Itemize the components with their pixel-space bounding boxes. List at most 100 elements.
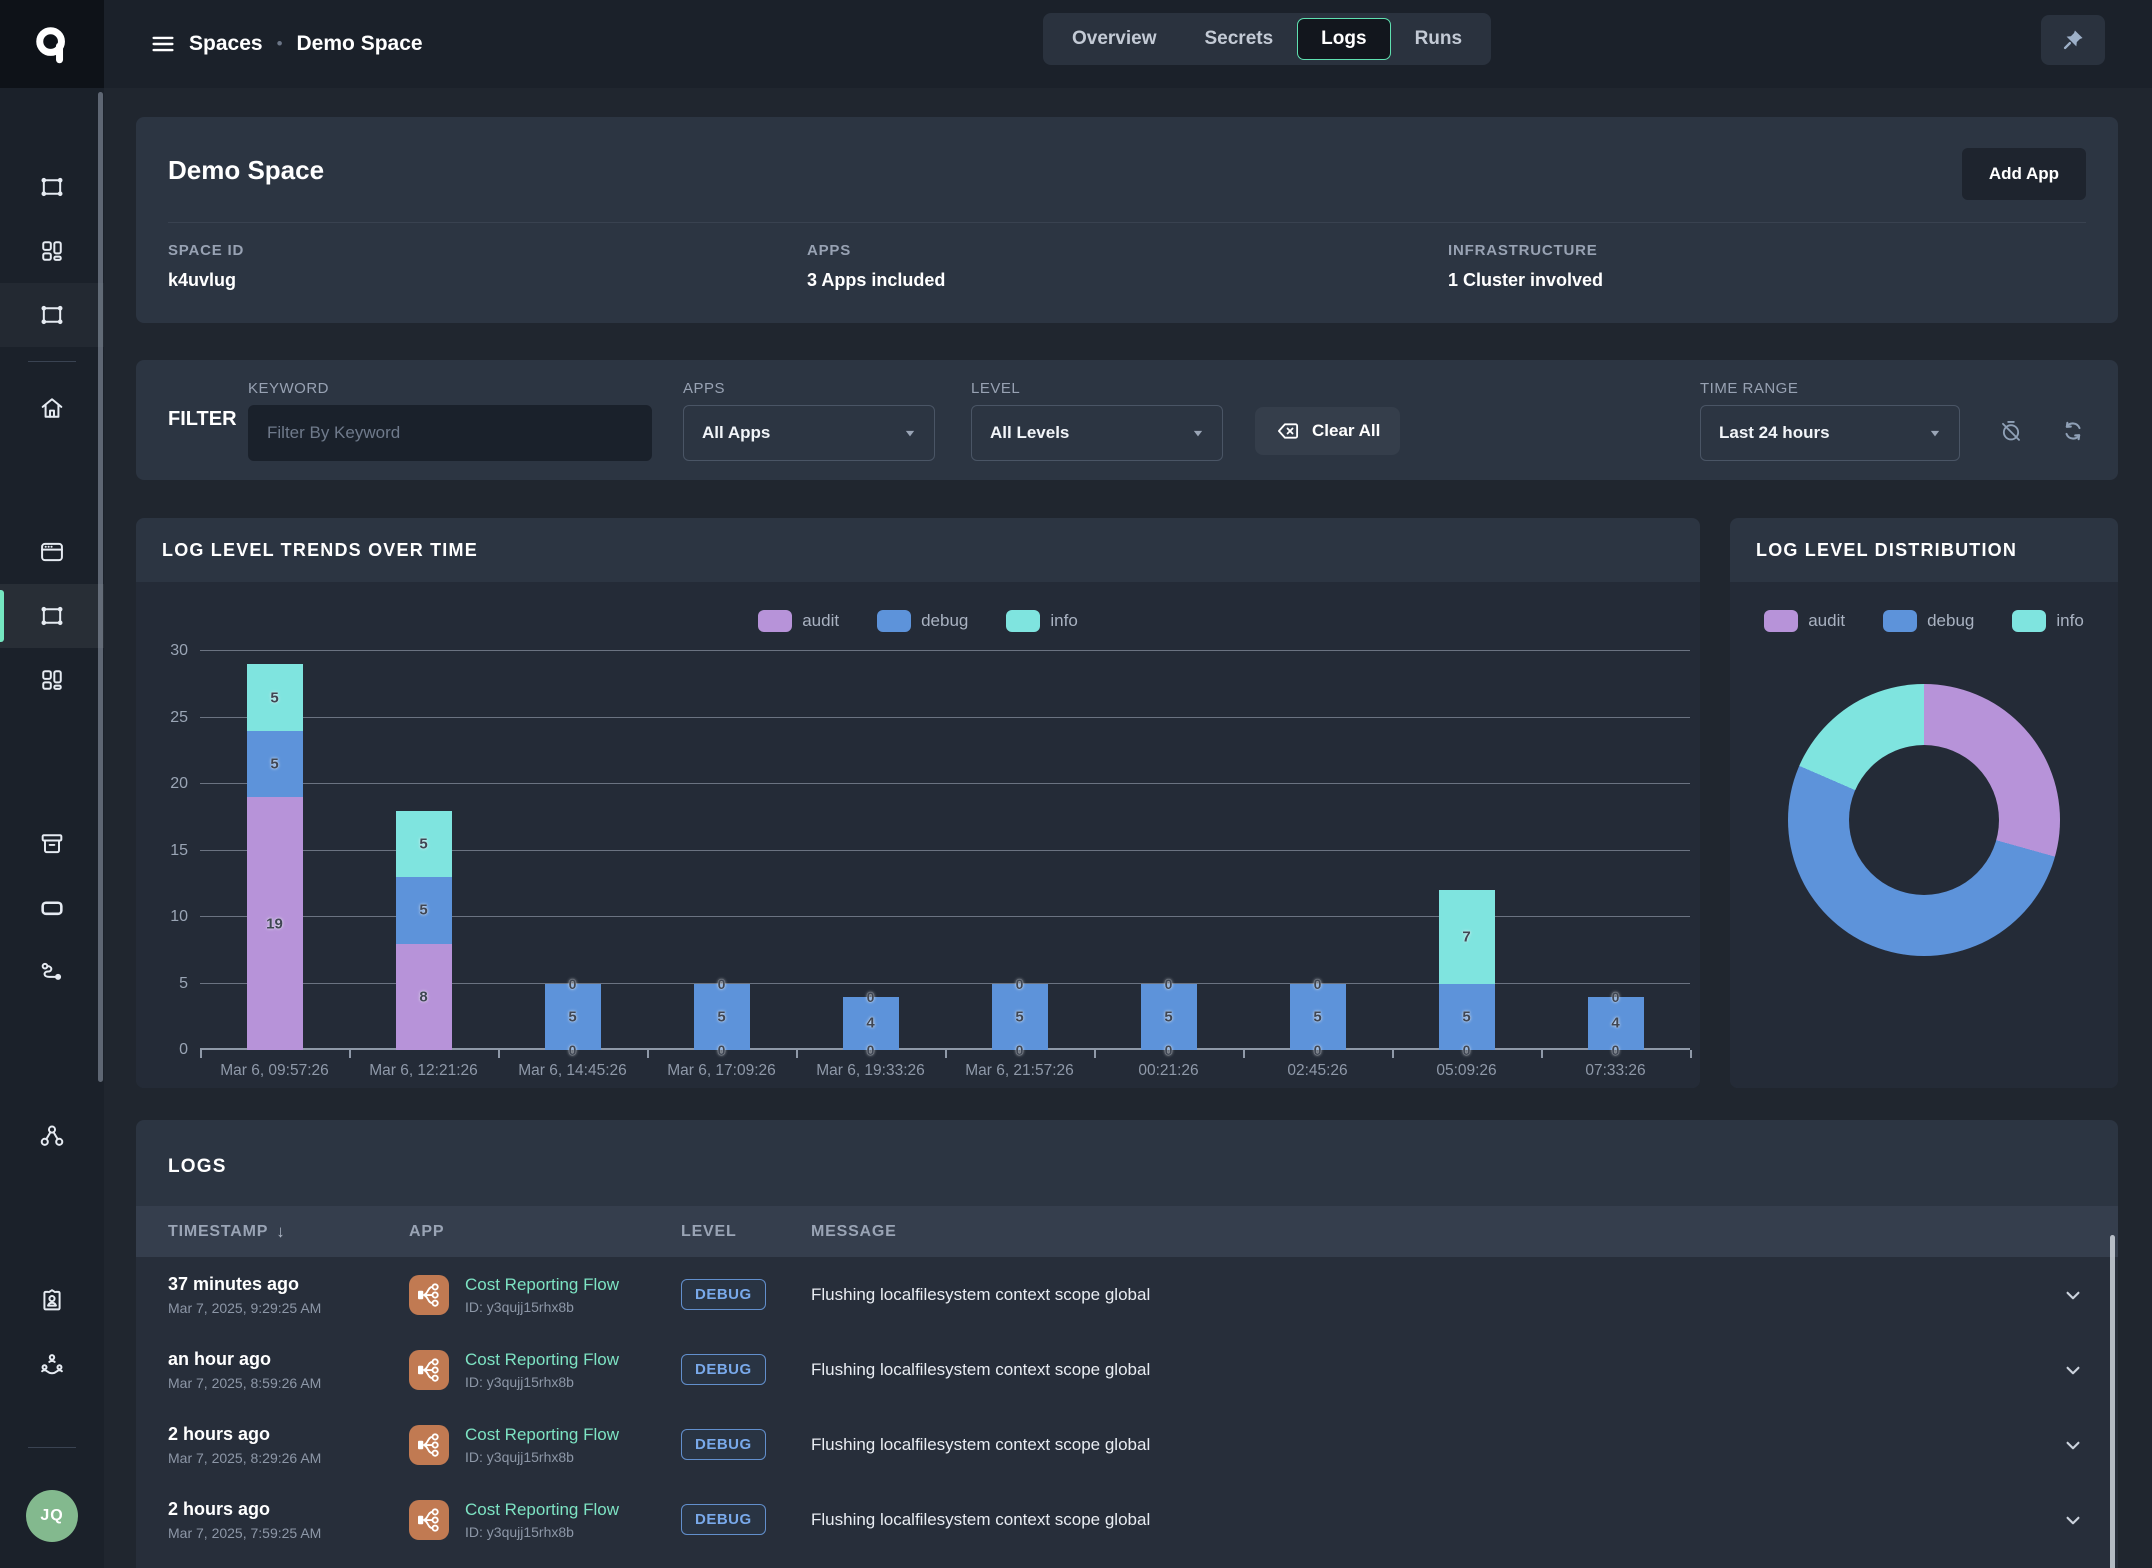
legend-swatch [758,610,792,632]
sidebar-item-home[interactable] [0,376,104,440]
stacked-bar[interactable]: 040 [843,997,899,1050]
log-time-relative: 37 minutes ago [168,1274,409,1295]
bar-segment-info: 5 [396,811,452,878]
expand-row-button[interactable] [2016,1432,2086,1458]
keyword-input[interactable] [248,405,652,461]
column-header-level[interactable]: LEVEL [681,1223,811,1241]
legend-item: audit [1764,610,1845,632]
stacked-bar[interactable]: 050 [992,984,1048,1051]
log-row[interactable]: 2 hours agoMar 7, 2025, 8:29:26 AMCost R… [136,1407,2118,1482]
tab-logs[interactable]: Logs [1297,18,1390,60]
keyword-filter-group: KEYWORD [248,380,652,461]
sidebar-item-frame[interactable] [0,155,104,219]
timer-off-icon [1998,416,2024,446]
logs-card: LOGS TIMESTAMP↓APPLEVELMESSAGE 37 minute… [136,1120,2118,1568]
column-header-timestamp[interactable]: TIMESTAMP↓ [168,1222,409,1242]
bar-segment-debug: 5 [247,731,303,798]
sidebar-item-network[interactable] [0,1104,104,1168]
stacked-bar[interactable]: 050 [1290,984,1346,1051]
sidebar-scrollbar[interactable] [98,92,103,1082]
bar-segment-debug: 5 [1439,984,1495,1051]
bar-value-label: 7 [1462,928,1470,945]
menu-button[interactable] [143,24,183,64]
column-header-message[interactable]: MESSAGE [811,1223,2016,1241]
stacked-bar[interactable]: 855 [396,811,452,1050]
legend-label: debug [1927,611,1974,631]
bar-zero-label: 0 [718,976,726,992]
y-axis-tick: 10 [170,908,188,926]
add-app-button[interactable]: Add App [1962,148,2086,200]
legend-label: debug [921,611,968,631]
breadcrumb-section[interactable]: Spaces [189,32,263,56]
avatar[interactable]: JQ [26,1490,78,1542]
logs-scrollbar[interactable] [2110,1235,2115,1568]
archive-box-icon [38,830,66,858]
column-header-app[interactable]: APP [409,1223,681,1241]
flow-icon [414,1430,444,1460]
clear-all-label: Clear All [1312,421,1380,441]
time-range-select[interactable]: Last 24 hours [1700,405,1960,461]
legend-label: info [2056,611,2083,631]
pin-button[interactable] [2041,15,2105,65]
y-axis-tick: 5 [179,975,188,993]
y-axis-tick: 15 [170,842,188,860]
expand-row-button[interactable] [2016,1282,2086,1308]
expand-row-button[interactable] [2016,1357,2086,1383]
sidebar-item-layout-grid[interactable] [0,648,104,712]
app-name-link[interactable]: Cost Reporting Flow [465,1425,619,1445]
apps-select-value: All Apps [702,423,770,443]
log-row[interactable] [136,1557,2118,1568]
log-time-absolute: Mar 7, 2025, 8:59:26 AM [168,1375,409,1391]
app-name-link[interactable]: Cost Reporting Flow [465,1275,619,1295]
q-logo-icon [31,23,73,65]
tab-secrets[interactable]: Secrets [1181,18,1298,60]
tab-overview[interactable]: Overview [1048,18,1181,60]
refresh-button[interactable] [2054,412,2092,450]
clear-all-button[interactable]: Clear All [1255,407,1400,455]
stacked-bar[interactable]: 1955 [247,664,303,1050]
legend-label: audit [1808,611,1845,631]
page-title: Demo Space [168,155,2086,186]
log-row[interactable]: 37 minutes agoMar 7, 2025, 9:29:25 AMCos… [136,1257,2118,1332]
sidebar-item-route[interactable] [0,940,104,1004]
legend-item: debug [1883,610,1974,632]
space-stat: INFRASTRUCTURE 1 Cluster involved [1448,242,1603,291]
sidebar-item-team[interactable] [0,1332,104,1396]
stacked-bar[interactable]: 040 [1588,997,1644,1050]
frame-icon [38,602,66,630]
app-name-link[interactable]: Cost Reporting Flow [465,1350,619,1370]
stacked-bar[interactable]: 057 [1439,890,1495,1050]
timer-off-button[interactable] [1992,412,2030,450]
bar-zero-label: 0 [867,1042,875,1058]
stacked-bar[interactable]: 050 [694,984,750,1051]
trends-chart-body: audit debug info 0510152025301955Mar 6, … [136,582,1700,1088]
legend-item: info [1006,610,1077,632]
flow-icon [414,1280,444,1310]
legend-item: info [2012,610,2083,632]
stacked-bar[interactable]: 050 [545,984,601,1051]
log-row[interactable]: an hour agoMar 7, 2025, 8:59:26 AMCost R… [136,1332,2118,1407]
home-icon [38,394,66,422]
sidebar-item-archive-box[interactable] [0,812,104,876]
chevron-down-icon [2060,1507,2086,1533]
topbar: Spaces • Demo Space OverviewSecretsLogsR… [0,0,2152,88]
bar-zero-label: 0 [1612,989,1620,1005]
log-row[interactable]: 2 hours agoMar 7, 2025, 7:59:25 AMCost R… [136,1482,2118,1557]
app-name-link[interactable]: Cost Reporting Flow [465,1500,619,1520]
bar-segment-debug: 5 [1141,984,1197,1051]
trends-legend: audit debug info [136,582,1700,632]
expand-row-button[interactable] [2016,1507,2086,1533]
app-logo[interactable] [0,0,104,88]
bar-segment-audit: 8 [396,944,452,1050]
sidebar-item-frame[interactable] [0,283,104,347]
sidebar-item-id-badge[interactable] [0,1268,104,1332]
sidebar-item-browser-window[interactable] [0,520,104,584]
apps-select[interactable]: All Apps [683,405,935,461]
level-select[interactable]: All Levels [971,405,1223,461]
tab-runs[interactable]: Runs [1391,18,1487,60]
stacked-bar[interactable]: 050 [1141,984,1197,1051]
sidebar-item-layout-grid[interactable] [0,219,104,283]
bar-zero-label: 0 [1165,976,1173,992]
sidebar-item-frame[interactable] [0,584,104,648]
sidebar-item-card[interactable] [0,876,104,940]
